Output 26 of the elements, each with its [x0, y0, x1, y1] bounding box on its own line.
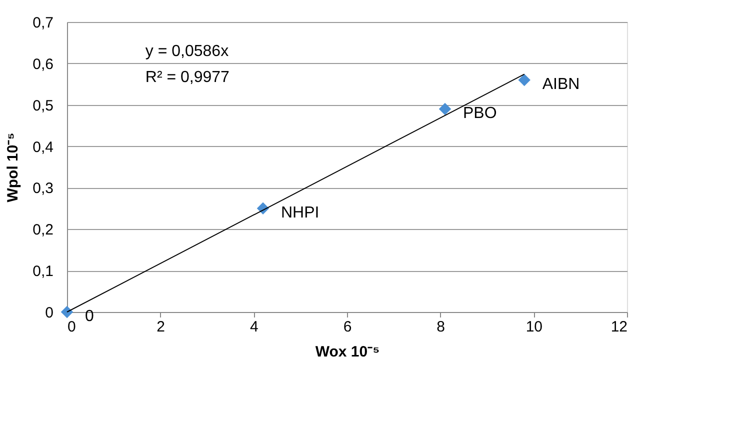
x-tick-label: 4 — [250, 318, 258, 336]
x-tick-label: 10 — [526, 318, 543, 336]
annotation: AIBN — [542, 76, 580, 93]
point — [60, 306, 74, 318]
y-tick-label: 0,3 — [32, 180, 54, 198]
annotation: NHPI — [281, 204, 320, 222]
x-tick-label: 6 — [343, 318, 352, 336]
y-tick-label: 0,1 — [32, 263, 54, 280]
y-tick-label: 0,4 — [32, 138, 54, 156]
x-axis-title: Wox 10⁻⁵ — [315, 344, 380, 360]
y-tick-label: 0,5 — [32, 97, 54, 114]
annotation: 0 — [85, 308, 94, 325]
y-tick-label: 0,2 — [32, 222, 54, 239]
annotation: PBO — [463, 105, 497, 122]
x-tick-label: 12 — [610, 318, 628, 336]
y-tick-label: 0,7 — [32, 14, 54, 32]
x-tick-label: 0 — [68, 318, 76, 336]
y-tick-label: 0 — [45, 304, 54, 322]
y-axis-title: Wpol 10⁻⁵ — [4, 132, 22, 202]
annotation: y = 0,0586x — [145, 43, 229, 60]
x-tick-label: 2 — [156, 318, 166, 336]
y-tick-label: 0,6 — [32, 56, 54, 73]
x-tick-label: 8 — [436, 318, 446, 336]
annotation: R² = 0,9977 — [145, 69, 230, 86]
point — [518, 74, 530, 86]
point — [438, 102, 452, 116]
